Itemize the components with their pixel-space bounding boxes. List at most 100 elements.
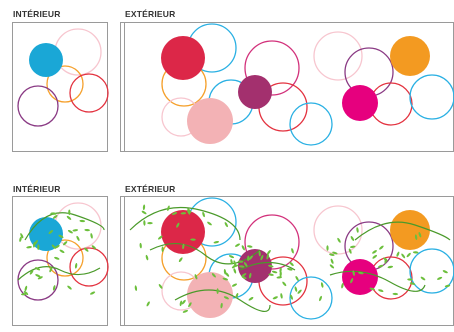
leaf-143 [372,254,378,259]
leaf-15 [84,247,89,252]
vine-0 [24,212,105,241]
leaf-2 [24,285,28,292]
leaf-123 [337,237,341,243]
leaf-25 [90,291,96,295]
leaf-91 [266,249,271,255]
label-interieur-bottom: INTÉRIEUR [13,184,61,194]
leaf-31 [50,212,56,215]
leaf-78 [291,248,294,254]
ring-top-0 [54,28,102,76]
leaf-137 [384,258,387,264]
leaf-136 [412,251,419,254]
disc-top-4 [187,98,233,144]
leaf-5 [35,267,41,271]
leaf-122 [329,253,335,256]
leaf-134 [418,232,422,238]
leaf-73 [179,300,183,307]
leaf-54 [146,301,150,307]
label-exterieur-top: EXTÉRIEUR [125,9,176,19]
leaf-47 [213,240,220,244]
leaf-50 [141,210,147,215]
leaf-33 [52,214,58,219]
leaf-66 [207,221,212,226]
leaf-128 [379,245,384,250]
vine-7 [17,266,101,281]
vine-6 [354,221,451,241]
leaf-83 [260,254,264,261]
ring-bottom-13 [409,248,454,294]
leaf-95 [279,271,282,277]
leaf-76 [247,245,253,248]
leaf-117 [442,270,448,274]
leaf-98 [280,293,283,299]
leaf-135 [356,227,359,233]
leaf-80 [231,283,238,287]
leaf-89 [235,292,239,299]
leaf-138 [320,282,324,288]
leaf-32 [52,285,56,291]
leaf-100 [289,261,294,266]
leaf-59 [241,273,247,277]
leaf-11 [91,245,97,250]
leaf-30 [19,236,22,242]
ring-bottom-9 [289,276,333,320]
leaf-40 [187,208,192,213]
disc-bottom-2 [238,249,272,283]
ring-bottom-1 [46,239,84,277]
leaf-62 [216,288,219,294]
leaf-21 [54,245,60,249]
leaf-85 [294,286,298,292]
leaf-14 [23,290,29,296]
leaf-104 [258,250,261,257]
leaf-112 [234,243,241,247]
ring-top-9 [289,102,333,146]
leaf-115 [358,271,364,275]
leaf-120 [326,245,329,251]
leaf-84 [290,294,293,300]
leaf-26 [74,263,78,269]
vine-4 [239,261,296,271]
leaf-70 [158,284,163,289]
leaf-121 [387,265,394,269]
leaf-124 [332,251,338,255]
leaf-93 [248,272,252,279]
leaf-6 [59,249,65,254]
leaf-16 [63,241,68,246]
leaf-29 [72,229,79,232]
leaf-126 [378,264,384,268]
leaf-108 [223,269,227,275]
leaf-99 [287,268,293,271]
leaf-116 [401,253,406,259]
ring-top-13 [409,74,454,120]
leaf-37 [79,219,86,223]
leaf-75 [161,246,164,252]
leaf-107 [271,270,278,274]
leaf-140 [444,284,451,288]
leaf-127 [406,252,411,258]
leaf-39 [223,296,229,300]
label-exterieur-bottom: EXTÉRIEUR [125,184,176,194]
leaf-110 [230,259,233,265]
leaf-65 [241,275,247,280]
leaf-22 [51,244,56,249]
ring-bottom-0 [54,202,102,250]
leaf-102 [248,296,254,301]
leaf-90 [282,281,287,287]
disc-top-5 [390,36,430,76]
leaf-105 [247,255,250,262]
leaf-23 [35,274,41,278]
leaf-35 [29,269,34,275]
leaf-130 [378,289,384,292]
leaf-8 [26,246,32,249]
ring-top-10 [313,31,363,81]
leaf-36 [67,285,72,290]
leaf-64 [139,242,142,249]
leaf-119 [350,236,355,241]
disc-bottom-3 [342,259,378,295]
leaf-149 [349,245,356,248]
disc-top-1 [161,36,205,80]
leaf-139 [409,282,416,285]
leaf-109 [222,277,228,281]
leaf-114 [392,292,399,296]
